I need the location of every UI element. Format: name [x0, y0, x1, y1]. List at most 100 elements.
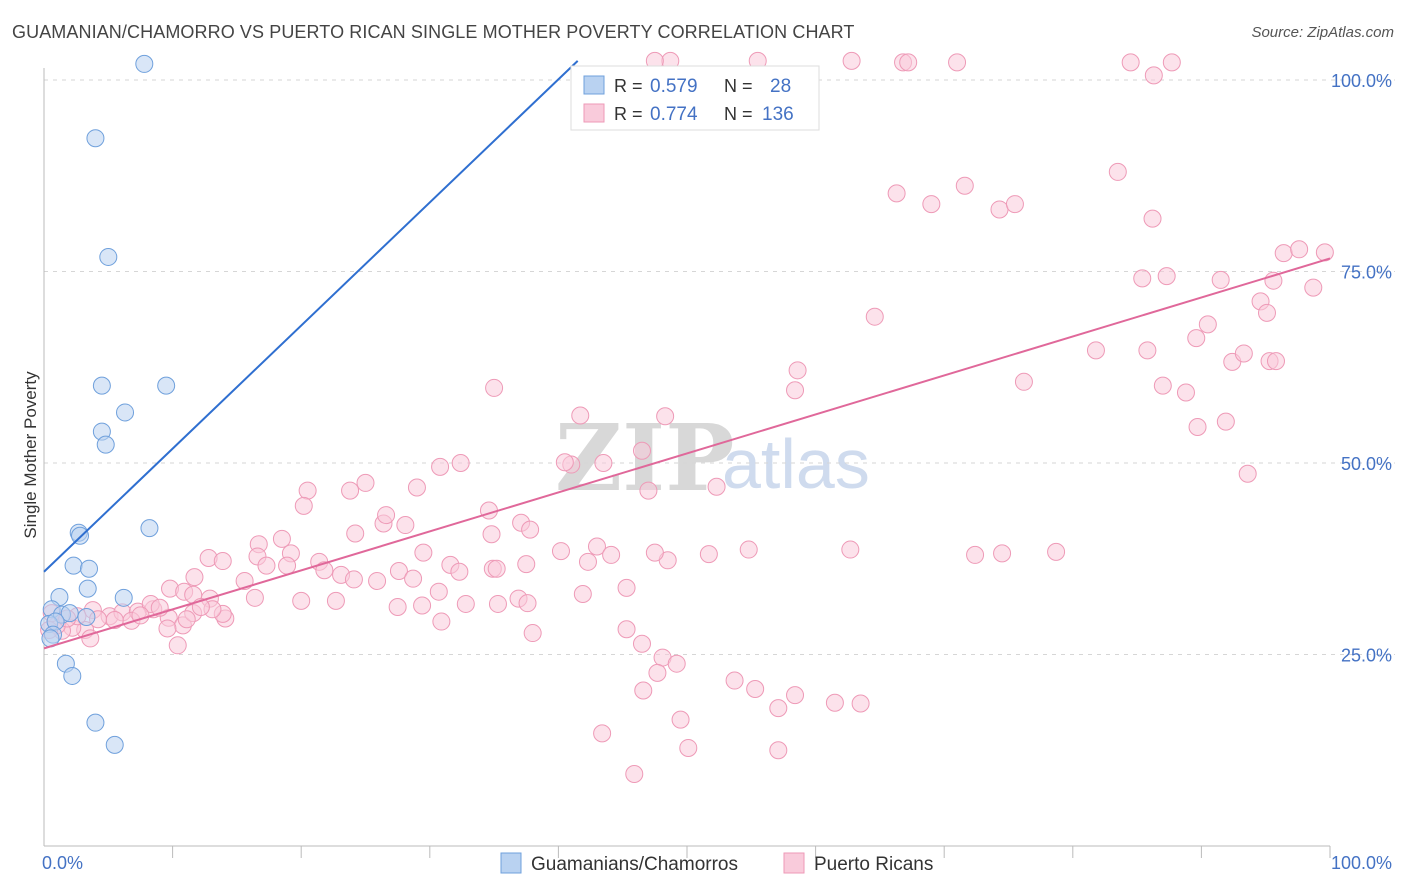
puerto-rican-point-61: [521, 520, 540, 539]
puerto-rican-point-131: [671, 710, 690, 729]
puerto-rican-point-54: [639, 481, 658, 500]
puerto-rican-point-157: [105, 611, 124, 630]
puerto-rican-point-112: [413, 596, 432, 615]
puerto-rican-point-128: [667, 654, 686, 673]
puerto-rican-point-77: [841, 540, 860, 559]
puerto-rican-point-130: [648, 663, 667, 682]
puerto-rican-point-43: [656, 407, 675, 426]
guamanian-point-14: [78, 579, 97, 598]
watermark-atlas: atlas: [722, 425, 870, 503]
puerto-rican-point-118: [523, 624, 542, 643]
puerto-rican-point-121: [617, 620, 636, 639]
puerto-rican-point-98: [368, 571, 387, 590]
puerto-rican-point-37: [1153, 376, 1172, 395]
puerto-rican-point-100: [235, 571, 254, 590]
puerto-rican-point-97: [344, 570, 363, 589]
bottom-legend-swatch-puerto-ricans: [783, 852, 805, 874]
puerto-rican-point-136: [825, 693, 844, 712]
puerto-rican-point-167: [168, 636, 187, 655]
guamanian-point-2: [99, 247, 118, 266]
puerto-rican-point-48: [451, 454, 470, 472]
guamanian-point-15: [114, 588, 133, 607]
legend-n-label-0: N =: [724, 76, 753, 96]
puerto-rican-point-75: [578, 552, 597, 571]
puerto-rican-point-55: [298, 481, 317, 500]
puerto-rican-point-101: [257, 556, 276, 575]
puerto-rican-point-11: [955, 176, 974, 195]
bottom-legend-label-puerto-ricans: Puerto Ricans: [814, 854, 933, 875]
bottom-legend-label-guamanians: Guamanians/Chamorros: [531, 854, 738, 875]
guamanian-point-4: [157, 376, 176, 395]
guamanian-point-27: [105, 735, 124, 754]
guamanian-point-11: [64, 556, 83, 575]
puerto-rican-point-21: [1157, 267, 1176, 286]
puerto-rican-point-82: [645, 543, 664, 562]
puerto-rican-point-28: [1257, 303, 1276, 322]
puerto-rican-point-68: [377, 506, 396, 525]
y-tick-labels: 25.0% 50.0% 75.0% 100.0%: [1331, 71, 1392, 666]
puerto-rican-point-63: [396, 516, 415, 535]
gridlines: [44, 79, 1395, 655]
trend-lines: [43, 60, 1331, 650]
puerto-rican-point-122: [632, 634, 651, 653]
puerto-rican-point-65: [346, 524, 365, 543]
series-legend: Guamanians/Chamorros Puerto Ricans: [500, 852, 933, 875]
puerto-rican-point-120: [617, 578, 636, 597]
guamanian-point-26: [86, 713, 105, 732]
puerto-rican-point-166: [158, 619, 177, 638]
puerto-rican-point-69: [414, 543, 433, 562]
puerto-rican-point-9: [1144, 66, 1163, 85]
puerto-rican-trend-line: [43, 257, 1331, 650]
puerto-rican-point-10: [887, 184, 906, 203]
bottom-legend-swatch-guamanians: [500, 852, 522, 874]
puerto-rican-point-57: [341, 481, 360, 500]
puerto-rican-point-3: [842, 51, 861, 70]
puerto-rican-point-35: [1266, 352, 1285, 371]
puerto-rican-point-50: [594, 454, 613, 472]
puerto-rican-point-29: [1187, 329, 1206, 348]
puerto-rican-point-8: [1162, 53, 1181, 72]
puerto-rican-point-49: [431, 457, 450, 476]
puerto-rican-point-18: [1315, 243, 1334, 262]
guamanian-point-25: [63, 666, 82, 685]
legend-r-value-0: 0.579: [650, 76, 698, 97]
puerto-rican-point-40: [786, 381, 805, 400]
puerto-rican-point-85: [1047, 542, 1066, 561]
legend-n-value-1: 136: [762, 104, 794, 125]
puerto-rican-point-20: [1133, 269, 1152, 288]
puerto-rican-point-74: [487, 559, 506, 578]
puerto-rican-point-137: [786, 686, 805, 705]
guamanian-trend-line: [43, 60, 579, 573]
puerto-rican-point-27: [1198, 315, 1217, 334]
guamanians-points: [40, 54, 176, 754]
puerto-rican-point-39: [788, 361, 807, 380]
puerto-rican-point-45: [1216, 412, 1235, 431]
puerto-rican-point-126: [769, 699, 788, 718]
puerto-rican-point-132: [593, 724, 612, 743]
puerto-rican-point-76: [739, 540, 758, 559]
puerto-rican-point-58: [407, 478, 426, 497]
puerto-rican-point-125: [725, 671, 744, 690]
chart-title: GUAMANIAN/CHAMORRO VS PUERTO RICAN SINGL…: [12, 22, 855, 42]
y-tick-label-50: 50.0%: [1341, 454, 1392, 474]
puerto-rican-point-84: [966, 545, 985, 564]
puerto-rican-point-12: [990, 200, 1009, 219]
puerto-rican-point-135: [769, 741, 788, 760]
guamanian-point-1: [86, 129, 105, 148]
puerto-rican-point-38: [1176, 383, 1195, 402]
puerto-rican-point-6: [948, 53, 967, 72]
legend-n-value-0: 28: [770, 76, 791, 97]
y-tick-label-75: 75.0%: [1341, 263, 1392, 283]
puerto-rican-point-19: [1211, 270, 1230, 289]
puerto-rican-point-92: [213, 552, 232, 571]
puerto-rican-point-25: [1290, 240, 1309, 259]
puerto-rican-point-156: [81, 629, 100, 648]
puerto-rican-point-26: [865, 307, 884, 326]
puerto-rican-point-67: [294, 496, 313, 515]
puerto-rican-point-108: [245, 588, 264, 607]
x-tick-label-min: 0.0%: [42, 853, 83, 873]
puerto-rican-point-13: [1005, 195, 1024, 214]
legend-r-label-1: R =: [614, 104, 643, 124]
puerto-rican-point-41: [485, 378, 504, 397]
